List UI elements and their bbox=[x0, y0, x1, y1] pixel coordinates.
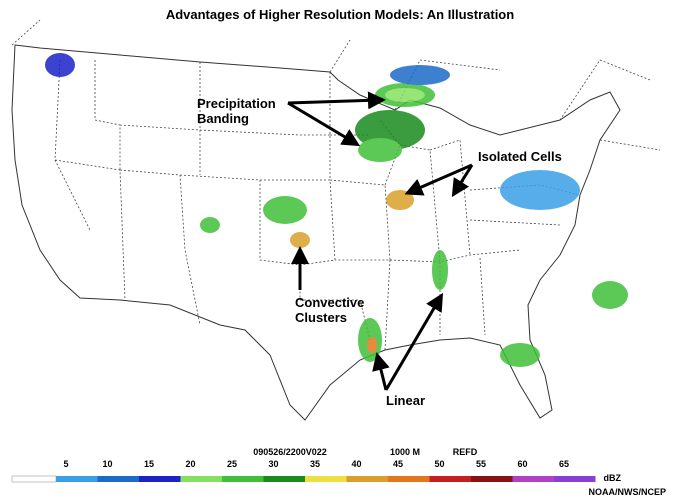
colorbar-swatch bbox=[388, 476, 430, 482]
title: Advantages of Higher Resolution Models: … bbox=[166, 7, 514, 22]
annotation: Convective bbox=[295, 295, 364, 310]
colorbar-swatch bbox=[471, 476, 513, 482]
annotation: Precipitation bbox=[197, 96, 276, 111]
colorbar-swatch bbox=[263, 476, 305, 482]
footer: 090526/2200V022 1000 M REFD NOAA/NWS/NCE… bbox=[11, 447, 666, 497]
colorbar-label: 15 bbox=[144, 459, 154, 469]
map bbox=[11, 19, 661, 421]
colorbar-label: 65 bbox=[559, 459, 569, 469]
colorbar-swatch bbox=[554, 476, 596, 482]
annotation: Clusters bbox=[295, 310, 347, 325]
colorbar-swatch bbox=[56, 476, 98, 482]
colorbar-blank bbox=[11, 475, 57, 483]
colorbar-label: 40 bbox=[351, 459, 361, 469]
colorbar-label: 10 bbox=[102, 459, 112, 469]
colorbar-label: 25 bbox=[227, 459, 237, 469]
colorbar-label: 45 bbox=[393, 459, 403, 469]
colorbar-swatch bbox=[512, 476, 554, 482]
colorbar-label: 20 bbox=[185, 459, 195, 469]
colorbar-label: 60 bbox=[517, 459, 527, 469]
colorbar-swatch bbox=[139, 476, 181, 482]
valid-time: 090526/2200V022 bbox=[253, 447, 327, 457]
colorbar-swatch bbox=[429, 476, 471, 482]
colorbar-swatch bbox=[97, 476, 139, 482]
colorbar-label: 30 bbox=[268, 459, 278, 469]
colorbar-swatch bbox=[180, 476, 222, 482]
credit: NOAA/NWS/NCEP bbox=[588, 487, 666, 497]
field: REFD bbox=[453, 447, 478, 457]
annotation: Banding bbox=[197, 111, 249, 126]
colorbar-label: 35 bbox=[310, 459, 320, 469]
colorbar-swatch bbox=[346, 476, 388, 482]
colorbar-label: 55 bbox=[476, 459, 486, 469]
colorbar-swatch bbox=[305, 476, 347, 482]
annotation: Linear bbox=[386, 393, 425, 408]
annotation: Isolated Cells bbox=[478, 149, 562, 164]
colorbar-label: 50 bbox=[434, 459, 444, 469]
annotations: Precipitation Banding Isolated Cells Con… bbox=[197, 91, 562, 408]
colorbar-label: 5 bbox=[63, 459, 68, 469]
colorbar-unit: dBZ bbox=[604, 473, 622, 483]
colorbar-swatch bbox=[222, 476, 264, 482]
level: 1000 M bbox=[390, 447, 420, 457]
